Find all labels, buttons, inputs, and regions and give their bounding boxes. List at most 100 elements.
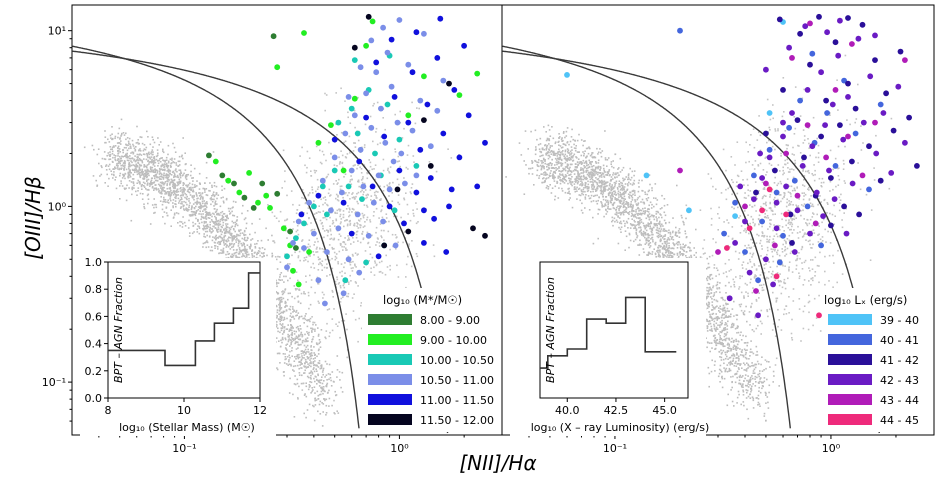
bg-point — [311, 188, 314, 191]
bg-point — [118, 142, 121, 144]
bg-point — [395, 248, 397, 250]
bg-point — [278, 352, 280, 355]
bg-point — [624, 225, 626, 227]
bg-point — [245, 239, 247, 242]
bg-point — [349, 180, 351, 183]
bg-point — [297, 338, 300, 341]
bg-point — [306, 319, 308, 322]
bg-point — [217, 219, 220, 222]
bg-point — [756, 350, 758, 353]
bg-point — [317, 394, 320, 397]
bg-point — [613, 207, 616, 210]
bg-point — [592, 216, 594, 219]
bg-point — [299, 361, 301, 363]
bg-point — [294, 251, 296, 254]
bg-point — [662, 256, 664, 258]
data-point — [351, 112, 358, 119]
bg-point — [655, 229, 658, 231]
bg-point — [214, 245, 217, 247]
bg-point — [601, 190, 604, 192]
bg-point — [197, 218, 199, 221]
bg-point — [291, 340, 293, 343]
bg-point — [310, 381, 313, 384]
bg-point — [336, 376, 338, 378]
bg-point — [369, 219, 371, 221]
bg-point — [339, 188, 342, 191]
bg-point — [318, 348, 320, 351]
bg-point — [138, 142, 140, 145]
bg-point — [649, 245, 652, 247]
bg-point — [747, 395, 750, 398]
bg-point — [336, 134, 338, 136]
bg-point — [172, 182, 175, 184]
bg-point — [710, 289, 713, 291]
bg-point — [373, 211, 375, 213]
bg-point — [328, 141, 330, 144]
legend-label: 11.50 - 12.00 — [420, 414, 494, 427]
bg-point — [656, 229, 659, 232]
bg-point — [716, 300, 719, 303]
bg-point — [639, 230, 642, 232]
bg-point — [561, 187, 563, 190]
bg-point — [659, 240, 662, 243]
bg-point — [156, 172, 159, 174]
bg-point — [304, 362, 306, 365]
bg-point — [166, 201, 169, 203]
bg-point — [123, 146, 126, 149]
bg-point — [196, 200, 198, 202]
bg-point — [398, 160, 401, 162]
bg-point — [209, 190, 211, 192]
bg-point — [229, 242, 231, 245]
bg-point — [569, 157, 572, 160]
bg-point — [335, 197, 337, 200]
bg-point — [271, 211, 274, 214]
bg-point — [571, 184, 573, 187]
bg-point — [172, 161, 174, 163]
bg-point — [149, 183, 151, 185]
bg-point — [366, 172, 369, 175]
bg-point — [112, 156, 114, 159]
bg-point — [736, 396, 739, 399]
bg-point — [317, 256, 320, 258]
bg-point — [329, 238, 331, 240]
data-point — [482, 139, 488, 146]
bg-point — [407, 255, 409, 258]
bg-point — [233, 243, 236, 245]
bg-point — [614, 190, 616, 192]
bg-point — [116, 166, 119, 168]
bg-point — [117, 153, 119, 155]
bg-point — [153, 212, 155, 214]
bg-point — [591, 174, 594, 176]
bg-point — [617, 216, 619, 218]
bg-point — [520, 154, 523, 156]
bg-point — [628, 197, 631, 199]
bg-point — [273, 215, 276, 217]
bg-point — [176, 184, 178, 187]
bg-point — [652, 233, 654, 236]
data-point — [339, 189, 345, 196]
bg-point — [131, 186, 134, 189]
bg-point — [300, 292, 303, 295]
bg-point — [405, 286, 407, 289]
bg-point — [311, 186, 313, 189]
bg-point — [319, 346, 322, 348]
bg-point — [244, 248, 247, 250]
bg-point — [164, 169, 166, 172]
bg-point — [174, 173, 176, 176]
bg-point — [349, 224, 351, 226]
bg-point — [650, 222, 653, 225]
bg-point — [625, 235, 628, 238]
bg-point — [234, 221, 237, 224]
bg-point — [707, 275, 709, 278]
bg-point — [582, 167, 584, 170]
bg-point — [663, 219, 666, 222]
bg-point — [141, 188, 143, 190]
bg-point — [746, 391, 748, 394]
bg-point — [301, 334, 304, 336]
bg-point — [709, 274, 712, 276]
bg-point — [190, 170, 192, 173]
bg-point — [216, 208, 218, 211]
bg-point — [173, 146, 176, 149]
bg-point — [304, 318, 307, 321]
bg-point — [301, 189, 304, 191]
